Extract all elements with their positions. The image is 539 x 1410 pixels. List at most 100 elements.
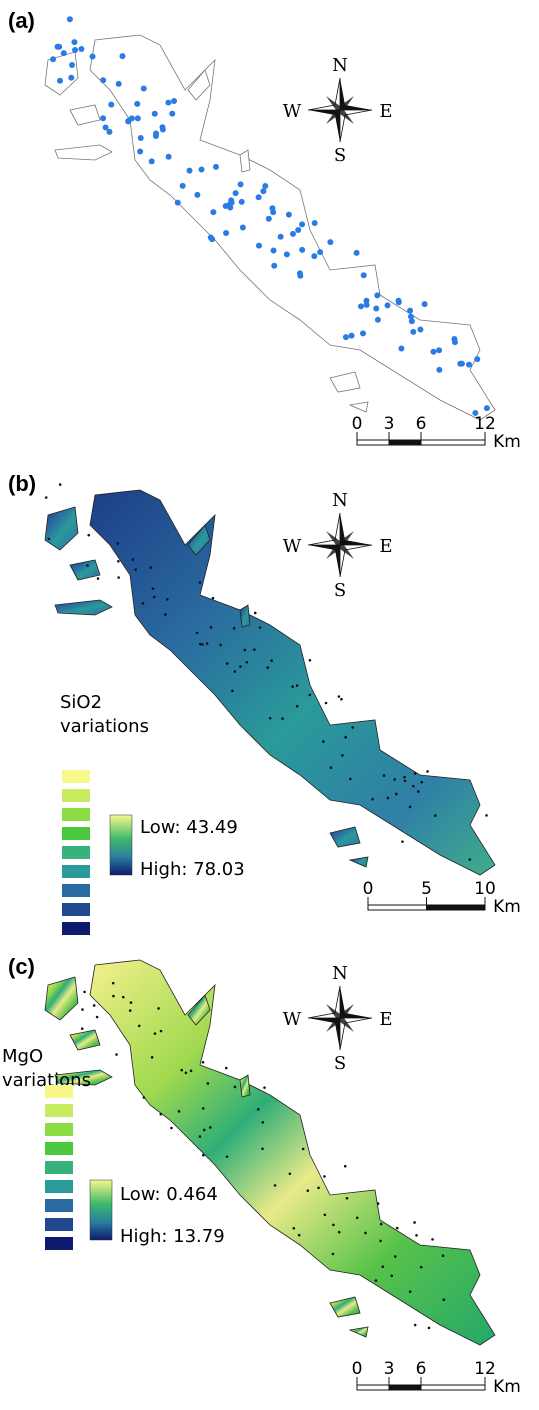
sample-point xyxy=(100,77,107,84)
sample-point xyxy=(66,16,73,23)
sample-point xyxy=(201,1107,205,1110)
sample-point xyxy=(295,684,299,687)
sample-point xyxy=(186,167,193,174)
scale-label: 3 xyxy=(384,414,395,434)
sample-point xyxy=(263,1086,266,1089)
land xyxy=(329,371,361,393)
sample-point xyxy=(231,689,234,693)
land xyxy=(89,959,496,1346)
legend-swatch xyxy=(45,1218,73,1231)
sample-point xyxy=(125,118,132,125)
sample-point xyxy=(137,1024,141,1028)
sample-point xyxy=(57,77,64,84)
sample-point xyxy=(379,1239,382,1243)
sample-point xyxy=(262,182,269,189)
sample-point xyxy=(410,328,417,335)
sample-point xyxy=(60,50,67,57)
scale-label: 3 xyxy=(384,1359,395,1379)
sample-point xyxy=(198,166,205,173)
scale-label: 12 xyxy=(474,1359,496,1379)
sample-point xyxy=(233,1085,237,1089)
land xyxy=(239,604,251,628)
sample-point xyxy=(374,1279,378,1282)
sample-point xyxy=(56,43,63,50)
sample-point xyxy=(83,990,86,994)
sample-point xyxy=(322,740,325,743)
sample-point xyxy=(374,316,381,323)
sample-point xyxy=(44,496,48,499)
sample-point xyxy=(219,643,222,647)
sample-point xyxy=(115,80,122,87)
sample-point xyxy=(180,1068,184,1072)
sample-point xyxy=(239,665,242,668)
sample-point xyxy=(431,1238,434,1241)
sample-point xyxy=(198,1135,202,1138)
map xyxy=(44,16,496,421)
land xyxy=(69,104,101,126)
sample-point xyxy=(102,124,109,131)
sample-point xyxy=(72,47,79,54)
sample-point xyxy=(265,215,272,222)
sample-point xyxy=(357,303,364,310)
sample-point xyxy=(393,1255,397,1258)
sample-point xyxy=(343,1164,347,1168)
sample-point xyxy=(87,533,91,537)
sample-point xyxy=(266,666,270,669)
sample-point xyxy=(299,221,306,228)
sample-point xyxy=(227,204,234,211)
sample-point xyxy=(311,220,318,227)
scale-bar-segment xyxy=(388,1384,422,1391)
land xyxy=(187,524,211,556)
sample-point xyxy=(297,1233,301,1237)
land xyxy=(69,1029,101,1051)
legend-swatch xyxy=(45,1180,73,1193)
compass: N S W E xyxy=(283,490,393,601)
sample-point xyxy=(408,1290,412,1293)
sample-point xyxy=(134,100,141,107)
sample-point xyxy=(324,701,328,705)
legend-swatch xyxy=(45,1104,73,1117)
sample-point xyxy=(148,158,155,165)
sample-point xyxy=(270,659,273,662)
legend-swatch xyxy=(62,789,90,802)
scale-unit: Km xyxy=(493,1377,521,1397)
sample-point xyxy=(413,772,417,775)
legend-swatch xyxy=(62,884,90,897)
sample-point xyxy=(381,1265,385,1269)
sample-point xyxy=(58,483,62,486)
sample-point xyxy=(152,595,156,599)
sample-point xyxy=(255,194,262,201)
sample-point xyxy=(129,1001,133,1004)
sample-point xyxy=(159,1112,163,1116)
sample-point xyxy=(157,1007,160,1010)
compass-e: E xyxy=(379,536,392,557)
sample-point xyxy=(393,778,397,781)
legend-gradient xyxy=(109,814,133,876)
sample-point xyxy=(332,1223,335,1227)
sample-point xyxy=(407,313,414,320)
sample-point xyxy=(238,198,245,205)
land xyxy=(329,1296,361,1318)
sample-point xyxy=(171,98,178,105)
scale-bar-segment xyxy=(388,439,422,446)
sample-point xyxy=(239,224,246,231)
sample-point xyxy=(164,613,167,616)
legend-swatch xyxy=(45,1237,73,1250)
sample-point xyxy=(201,1060,205,1064)
land xyxy=(69,559,101,581)
sample-point xyxy=(323,1175,326,1178)
sample-point xyxy=(165,598,169,601)
sample-point xyxy=(50,56,57,63)
sample-point xyxy=(408,318,415,325)
sample-point xyxy=(384,302,391,309)
sample-point xyxy=(237,181,244,188)
sample-point xyxy=(258,626,262,629)
legend-swatch xyxy=(62,846,90,859)
scale-label: 0 xyxy=(352,414,363,434)
land xyxy=(54,599,113,616)
compass-star xyxy=(326,96,354,124)
sample-point xyxy=(349,777,352,781)
sample-point xyxy=(395,299,402,306)
